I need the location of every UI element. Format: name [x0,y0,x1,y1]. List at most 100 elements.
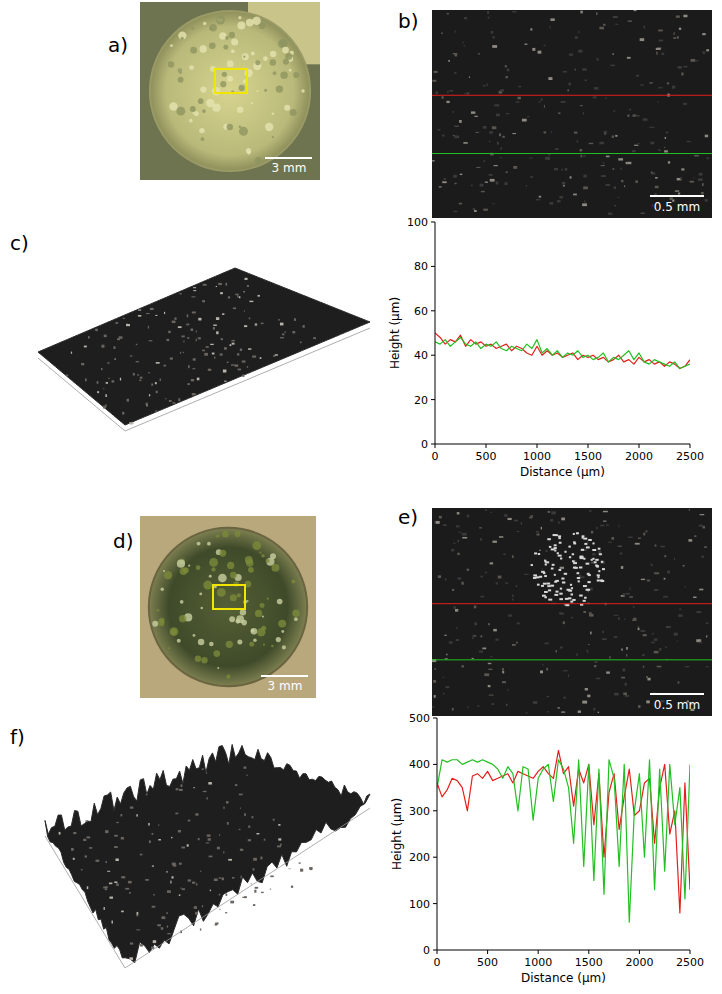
speckle [615,205,616,206]
speckle [85,820,87,821]
speckle [643,634,647,636]
speckle [706,49,709,51]
speckle [635,180,638,183]
speckle [677,36,679,39]
speckle [149,394,150,396]
speckle [190,47,197,54]
speckle [170,358,173,360]
speckle [261,554,265,558]
speckle [554,547,557,549]
speckle [125,888,129,890]
speckle [521,522,522,525]
speckle [458,577,462,579]
speckle [563,670,568,671]
speckle [641,579,645,580]
speckle [87,886,89,889]
speckle [161,916,165,919]
speckle [183,352,184,353]
x-axis-title: Distance (μm) [520,465,605,479]
speckle [234,531,240,537]
speckle [457,512,460,514]
speckle [435,91,438,94]
x-tick-label: 2000 [625,450,653,463]
speckle [529,517,532,519]
speckle [627,162,631,164]
speckle [239,125,242,128]
speckle [223,807,224,809]
y-tick [431,266,435,267]
speckle [605,184,610,186]
speckle [187,844,189,846]
speckle [656,52,657,55]
speckle [646,700,650,703]
speckle [599,553,602,555]
speckle [220,81,226,87]
speckle [658,30,663,32]
speckle [582,68,586,70]
speckle [496,582,498,584]
speckle [175,813,178,815]
speckle [192,311,196,313]
speckle [544,131,547,133]
speckle [560,588,562,590]
speckle [623,593,625,596]
speckle [595,559,598,561]
speckle [618,197,620,198]
speckle [197,378,200,381]
speckle [647,580,650,582]
speckle [499,133,500,136]
speckle [462,42,464,43]
speckle [179,72,182,75]
speckle [195,912,198,915]
speckle [139,380,141,382]
speckle [568,83,571,86]
speckle [560,567,564,569]
speckle [492,703,495,705]
speckle [663,596,668,598]
speckle [621,180,623,182]
speckle [570,601,573,603]
speckle [200,607,203,610]
speckle [191,328,194,331]
speckle [500,147,502,149]
speckle [107,362,109,364]
speckle [483,126,487,129]
speckle [454,126,459,127]
surface [38,268,370,425]
speckle [527,116,529,117]
speckle [544,575,547,577]
speckle [562,169,563,170]
speckle [518,86,521,87]
speckle [559,196,563,199]
speckle [565,604,569,606]
speckle [517,622,520,624]
speckle [582,535,585,537]
panel-label: c) [10,231,29,255]
speckle [227,362,229,363]
speckle [255,323,257,324]
speckle [512,644,516,646]
speckle [270,889,271,890]
speckle [203,284,207,286]
speckle [199,45,206,52]
speckle [212,87,220,95]
speckle [559,542,562,544]
speckle [583,585,587,587]
speckle [581,155,582,158]
speckle [247,285,249,287]
speckle [593,96,597,98]
speckle [229,616,235,622]
speckle [554,594,558,596]
speckle [583,611,586,613]
speckle [178,326,182,328]
speckle [161,588,164,591]
series-line [435,337,690,368]
speckle [310,867,312,870]
speckle [166,339,169,341]
speckle [609,656,610,658]
speckle [226,641,233,648]
speckle [550,585,554,587]
speckle [443,677,445,678]
speckle [654,572,659,574]
speckle [455,609,458,612]
